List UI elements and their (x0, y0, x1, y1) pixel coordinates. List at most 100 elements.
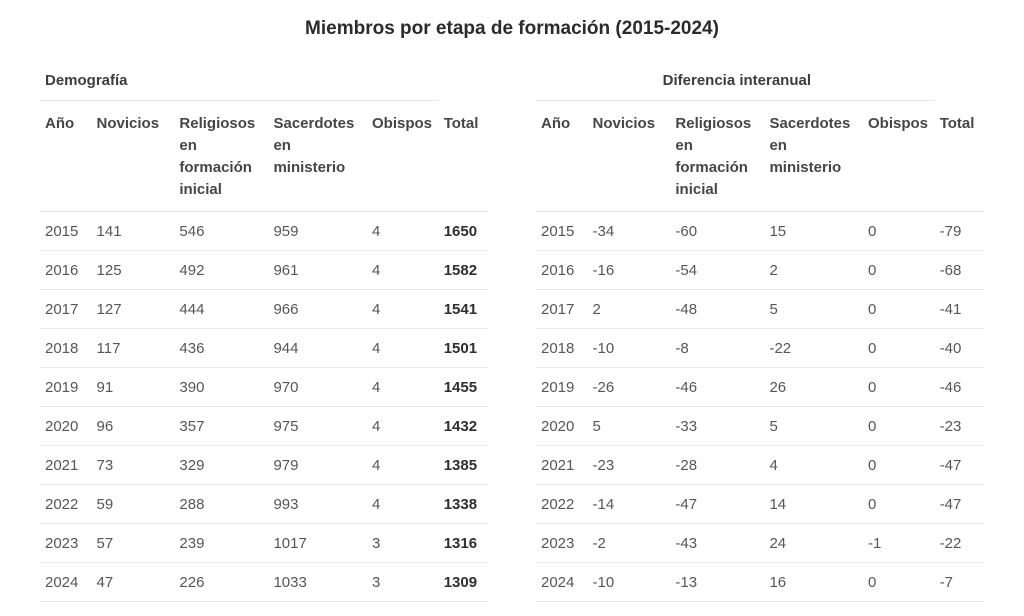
table-row: 2015 141 546 959 4 1650 (40, 211, 488, 251)
year-cell: 2020 (40, 406, 92, 446)
value-cell: 944 (268, 328, 368, 368)
value-cell: 0 (863, 445, 935, 485)
column-header: Novicios (91, 100, 175, 212)
value-cell: -14 (587, 484, 671, 524)
value-cell: 73 (91, 445, 175, 485)
year-cell: 2024 (40, 562, 92, 602)
year-cell: 2016 (40, 250, 92, 290)
table-row: 2018 117 436 944 4 1501 (40, 328, 488, 368)
year-cell: 2021 (40, 445, 92, 485)
value-cell: 0 (863, 406, 935, 446)
demografia-table-head: Demografía Año Novicios Religiosos en form… (40, 60, 488, 212)
value-cell: -26 (587, 367, 671, 407)
value-cell: 5 (764, 289, 864, 329)
value-cell: 4 (367, 406, 439, 446)
demografia-table-body: 2015 141 546 959 4 1650 2016 125 492 961 4 1582 2017… (40, 211, 488, 602)
value-cell: 3 (367, 562, 439, 602)
value-cell: 3 (367, 523, 439, 563)
table-row: 2015 -34 -60 15 0 -79 (536, 211, 984, 251)
value-cell: 141 (91, 211, 175, 251)
page-title: Miembros por etapa de formación (2015-20… (305, 18, 719, 39)
value-cell: -10 (587, 562, 671, 602)
value-cell: -7 (934, 562, 984, 602)
value-cell: 1338 (438, 484, 488, 524)
year-cell: 2017 (40, 289, 92, 329)
section-row: Demografía (40, 60, 488, 101)
table-row: 2018 -10 -8 -22 0 -40 (536, 328, 984, 368)
diferencia-table: Diferencia interanual Año Novicios Religio… (536, 60, 984, 602)
value-cell: -34 (587, 211, 671, 251)
value-cell: 14 (764, 484, 864, 524)
value-cell: -47 (934, 484, 984, 524)
table-row: 2024 47 226 1033 3 1309 (40, 562, 488, 602)
value-cell: 57 (91, 523, 175, 563)
value-cell: 2 (764, 250, 864, 290)
year-cell: 2017 (536, 289, 588, 329)
table-row: 2020 5 -33 5 0 -23 (536, 406, 984, 446)
table-row: 2016 -16 -54 2 0 -68 (536, 250, 984, 290)
value-cell: 1017 (268, 523, 368, 563)
value-cell: 1582 (438, 250, 488, 290)
value-cell: -16 (587, 250, 671, 290)
value-cell: 4 (367, 484, 439, 524)
value-cell: -2 (587, 523, 671, 563)
value-cell: -60 (670, 211, 765, 251)
column-header: Total (934, 100, 984, 212)
value-cell: 357 (174, 406, 269, 446)
column-header: Año (40, 100, 92, 212)
column-header-row: Año Novicios Religiosos en formación inici… (40, 100, 488, 212)
value-cell: 5 (587, 406, 671, 446)
value-cell: 959 (268, 211, 368, 251)
value-cell: 0 (863, 562, 935, 602)
value-cell: 96 (91, 406, 175, 446)
year-cell: 2020 (536, 406, 588, 446)
value-cell: -23 (587, 445, 671, 485)
value-cell: 4 (367, 328, 439, 368)
value-cell: 4 (367, 289, 439, 329)
demografia-table: Demografía Año Novicios Religiosos en form… (40, 60, 488, 602)
value-cell: -46 (934, 367, 984, 407)
value-cell: -13 (670, 562, 765, 602)
value-cell: -40 (934, 328, 984, 368)
year-cell: 2015 (40, 211, 92, 251)
table-row: 2021 -23 -28 4 0 -47 (536, 445, 984, 485)
year-cell: 2015 (536, 211, 588, 251)
value-cell: 5 (764, 406, 864, 446)
diferencia-table-head: Diferencia interanual Año Novicios Religio… (536, 60, 984, 212)
value-cell: 0 (863, 367, 935, 407)
table-row: 2022 -14 -47 14 0 -47 (536, 484, 984, 524)
table-row: 2022 59 288 993 4 1338 (40, 484, 488, 524)
value-cell: 127 (91, 289, 175, 329)
value-cell: 4 (367, 250, 439, 290)
value-cell: 1316 (438, 523, 488, 563)
value-cell: -23 (934, 406, 984, 446)
table-row: 2019 -26 -46 26 0 -46 (536, 367, 984, 407)
value-cell: 390 (174, 367, 269, 407)
value-cell: 4 (367, 211, 439, 251)
value-cell: 979 (268, 445, 368, 485)
value-cell: -68 (934, 250, 984, 290)
section-row: Diferencia interanual (536, 60, 984, 101)
value-cell: 16 (764, 562, 864, 602)
year-cell: 2021 (536, 445, 588, 485)
value-cell: -41 (934, 289, 984, 329)
value-cell: 26 (764, 367, 864, 407)
table-row: 2023 57 239 1017 3 1316 (40, 523, 488, 563)
year-cell: 2018 (40, 328, 92, 368)
column-header: Año (536, 100, 588, 212)
column-header: Obispos (863, 100, 935, 212)
value-cell: 125 (91, 250, 175, 290)
table-row: 2021 73 329 979 4 1385 (40, 445, 488, 485)
value-cell: 1432 (438, 406, 488, 446)
column-header: Sacerdotes en ministerio (268, 100, 368, 212)
value-cell: 239 (174, 523, 269, 563)
year-cell: 2016 (536, 250, 588, 290)
table-row: 2024 -10 -13 16 0 -7 (536, 562, 984, 602)
value-cell: 993 (268, 484, 368, 524)
value-cell: -28 (670, 445, 765, 485)
column-header: Obispos (367, 100, 439, 212)
value-cell: 288 (174, 484, 269, 524)
value-cell: 15 (764, 211, 864, 251)
value-cell: 24 (764, 523, 864, 563)
value-cell: -43 (670, 523, 765, 563)
